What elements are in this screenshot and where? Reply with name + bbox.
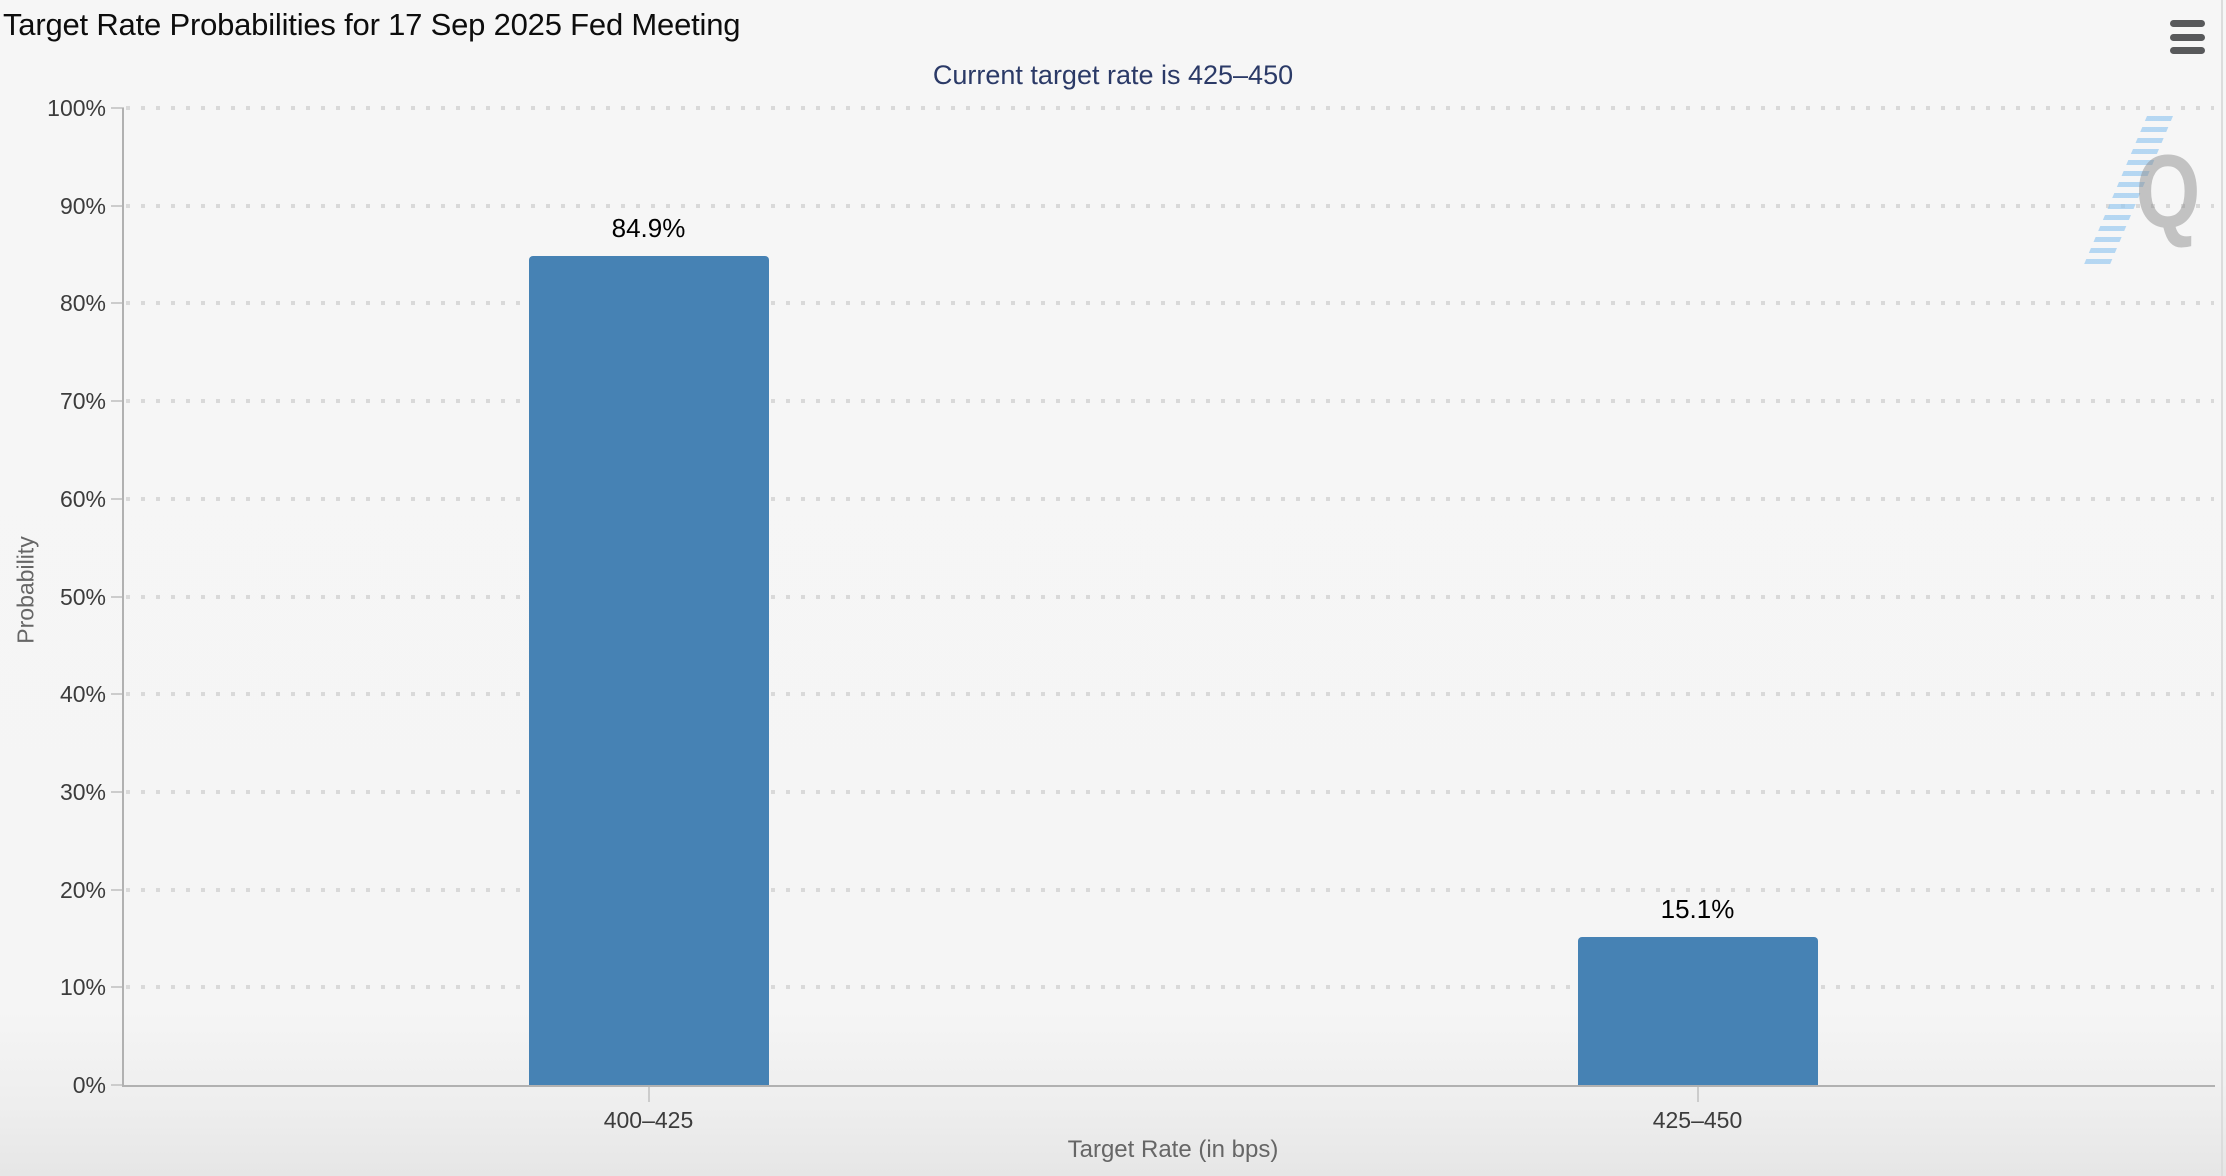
bar-value-label: 84.9% (611, 212, 686, 243)
x-axis-tick (1696, 1087, 1699, 1102)
y-axis-tick (111, 204, 124, 207)
gridline (126, 203, 2214, 208)
gridline (126, 985, 2214, 990)
hamburger-menu-icon[interactable] (2170, 20, 2208, 54)
y-axis-tick (111, 790, 124, 793)
x-axis-tick (647, 1087, 650, 1102)
y-tick-label: 90% (59, 192, 106, 219)
plot-area: Q 0% 10% 20% 30% 40% 50% 60% 70% 80% 90% 100% 84.9%… (47, 95, 2222, 1133)
gridline (126, 692, 2214, 697)
x-tick-label: 400–425 (603, 1107, 694, 1133)
y-tick-label: 70% (59, 388, 106, 415)
watermark-q-logo-icon: Q (2135, 134, 2201, 250)
gridline (126, 887, 2214, 892)
y-tick-label: 100% (47, 95, 106, 121)
menu-bar (2170, 47, 2205, 54)
gridline (126, 496, 2214, 501)
chart-subtitle: Current target rate is 425–450 (932, 60, 1294, 90)
bar-425–450[interactable] (1577, 937, 1818, 1085)
menu-bar (2170, 33, 2205, 41)
bar-400–425[interactable] (528, 255, 769, 1085)
y-tick-label: 10% (59, 974, 106, 1001)
y-tick-label: 50% (59, 583, 106, 610)
y-axis-tick (111, 888, 124, 891)
y-axis-tick (111, 107, 124, 109)
bar-value-label: 15.1% (1660, 894, 1735, 925)
y-tick-label: 60% (59, 485, 106, 512)
y-tick-label: 0% (72, 1072, 106, 1098)
y-axis-tick (111, 400, 124, 403)
y-axis-line (122, 108, 124, 1087)
y-tick-label: 80% (59, 290, 106, 317)
y-axis-tick (111, 302, 124, 305)
y-axis-tick (111, 595, 124, 598)
menu-bar (2170, 20, 2205, 27)
right-border-line (2221, 0, 2223, 1176)
gridline (126, 789, 2214, 794)
y-tick-label: 20% (59, 876, 106, 903)
x-axis-line (122, 1085, 2215, 1087)
y-axis-tick (111, 693, 124, 696)
y-axis-tick (111, 1084, 124, 1086)
y-axis-tick (111, 497, 124, 500)
y-tick-label: 30% (59, 778, 106, 805)
y-axis-tick (111, 986, 124, 989)
x-tick-label: 425–450 (1652, 1107, 1743, 1133)
gridline (126, 106, 2214, 110)
gridline (126, 301, 2214, 306)
gridline (126, 594, 2214, 599)
y-tick-label: 40% (59, 681, 106, 708)
chart-title: Target Rate Probabilities for 17 Sep 202… (3, 7, 741, 42)
gridline (126, 399, 2214, 404)
x-axis-title: Target Rate (in bps) (1067, 1136, 1279, 1163)
